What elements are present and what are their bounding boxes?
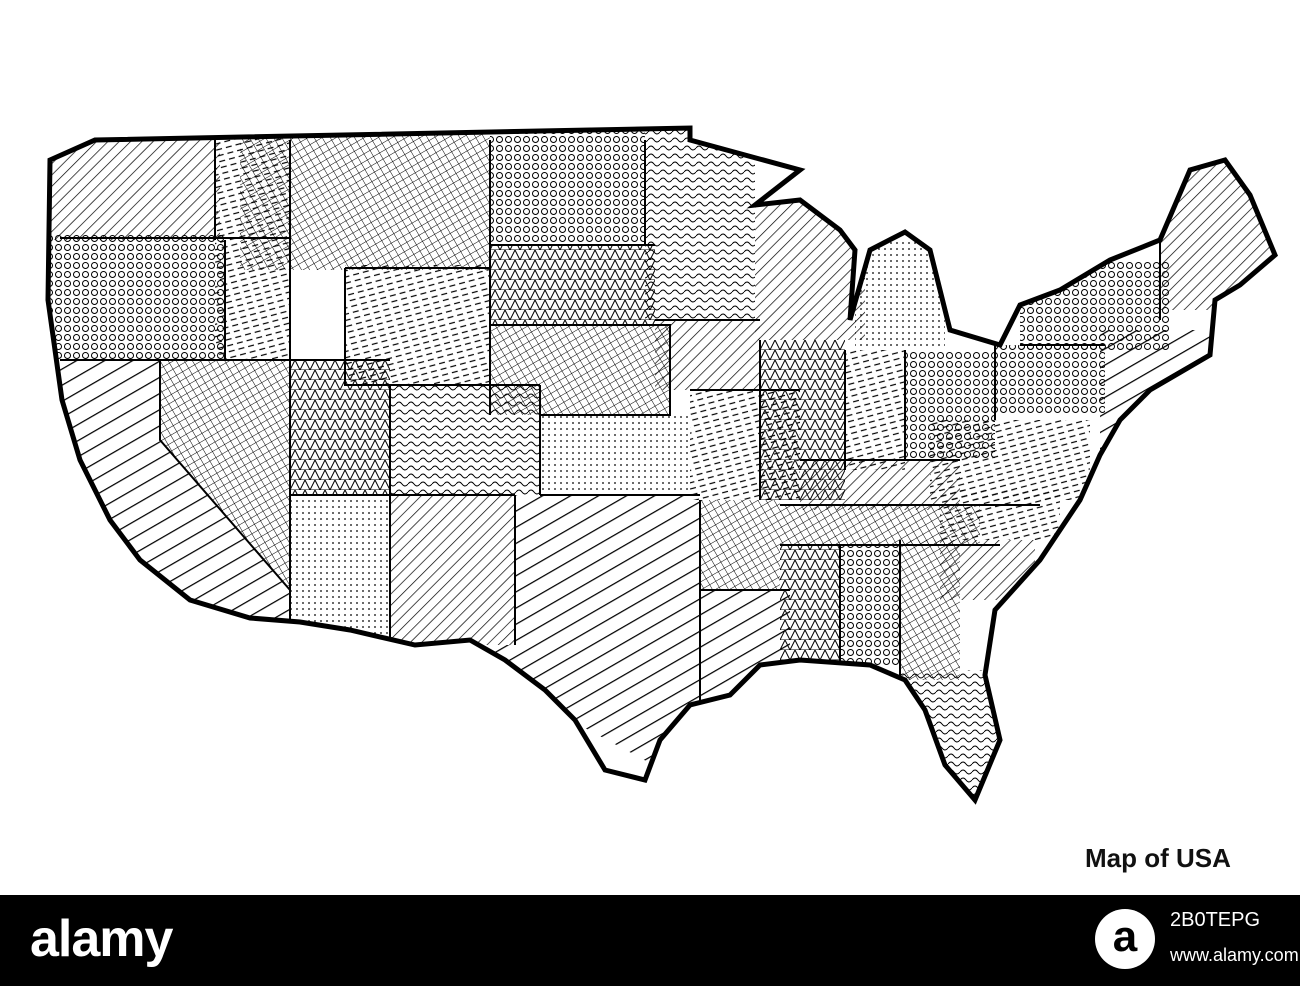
image-id: 2B0TEPG (1170, 909, 1261, 931)
logo: alamy (30, 910, 173, 968)
usa-map (0, 0, 1300, 895)
watermark-bar: alamy a 2B0TEPG www.alamy.com (0, 895, 1300, 986)
state-borders (60, 140, 1161, 790)
url: www.alamy.com (1170, 945, 1299, 965)
logo-mark: a (1095, 909, 1155, 969)
states (48, 128, 1275, 800)
map-title: Map of USA (1085, 843, 1231, 873)
